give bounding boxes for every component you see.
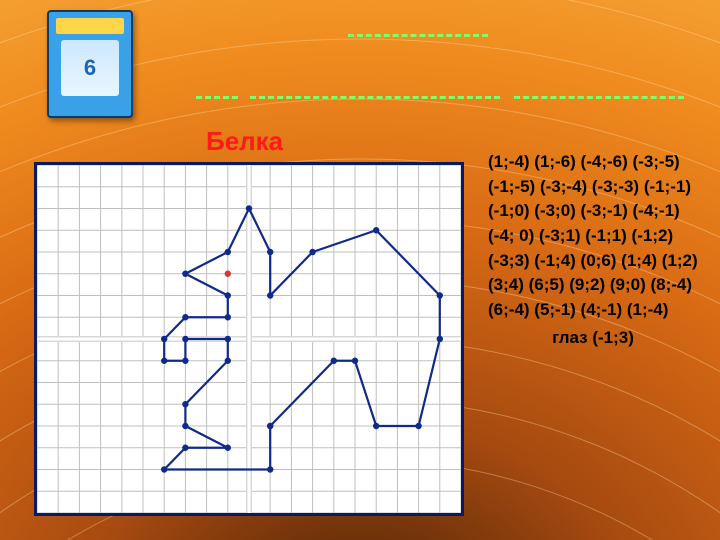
figure-title: Белка <box>206 126 283 157</box>
textbook-thumbnail: 6 <box>47 10 129 114</box>
coordinate-grid <box>34 162 464 516</box>
coordinates-text: (1;-4) (1;-6) (-4;-6) (-3;-5) (-1;-5) (-… <box>488 152 698 319</box>
textbook-grade-number: 6 <box>84 55 96 81</box>
coordinates-list: (1;-4) (1;-6) (-4;-6) (-3;-5) (-1;-5) (-… <box>488 150 698 351</box>
eye-coordinate: глаз (-1;3) <box>488 326 698 351</box>
squirrel-plot <box>37 165 461 513</box>
